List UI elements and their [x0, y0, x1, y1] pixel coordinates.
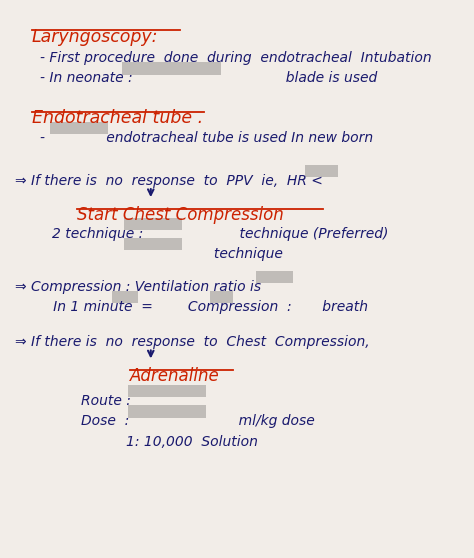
- FancyBboxPatch shape: [122, 62, 221, 75]
- Text: ⇒ Compression : Ventilation ratio is: ⇒ Compression : Ventilation ratio is: [15, 280, 292, 294]
- Text: Dose  :                         ml/kg dose: Dose : ml/kg dose: [81, 415, 315, 429]
- FancyBboxPatch shape: [50, 122, 108, 134]
- Text: In 1 minute  =        Compression  :       breath: In 1 minute = Compression : breath: [40, 300, 368, 314]
- FancyBboxPatch shape: [124, 238, 182, 251]
- FancyBboxPatch shape: [124, 218, 182, 230]
- Text: Laryngoscopy:: Laryngoscopy:: [32, 28, 158, 46]
- FancyBboxPatch shape: [112, 291, 138, 304]
- Text: 1: 10,000  Solution: 1: 10,000 Solution: [126, 435, 258, 449]
- Text: ⇒ If there is  no  response  to  Chest  Compression,: ⇒ If there is no response to Chest Compr…: [15, 335, 370, 349]
- Text: Route :: Route :: [81, 394, 236, 408]
- Text: 2 technique :                      technique (Preferred): 2 technique : technique (Preferred): [52, 227, 389, 241]
- Text: technique: technique: [52, 247, 283, 261]
- FancyBboxPatch shape: [305, 165, 338, 177]
- Text: Adrenaline: Adrenaline: [130, 367, 220, 386]
- FancyBboxPatch shape: [255, 271, 292, 283]
- FancyBboxPatch shape: [128, 384, 206, 397]
- Text: - In neonate :                                   blade is used: - In neonate : blade is used: [40, 71, 377, 85]
- Text: - First procedure  done  during  endotracheal  Intubation: - First procedure done during endotrache…: [40, 51, 431, 65]
- Text: -              endotracheal tube is used In new born: - endotracheal tube is used In new born: [40, 131, 373, 145]
- FancyBboxPatch shape: [210, 291, 233, 304]
- Text: Endotracheal tube .: Endotracheal tube .: [32, 109, 203, 127]
- Text: Start Chest Compression: Start Chest Compression: [77, 206, 283, 224]
- Text: ⇒ If there is  no  response  to  PPV  ie,  HR <: ⇒ If there is no response to PPV ie, HR …: [15, 174, 349, 188]
- FancyBboxPatch shape: [128, 405, 206, 418]
